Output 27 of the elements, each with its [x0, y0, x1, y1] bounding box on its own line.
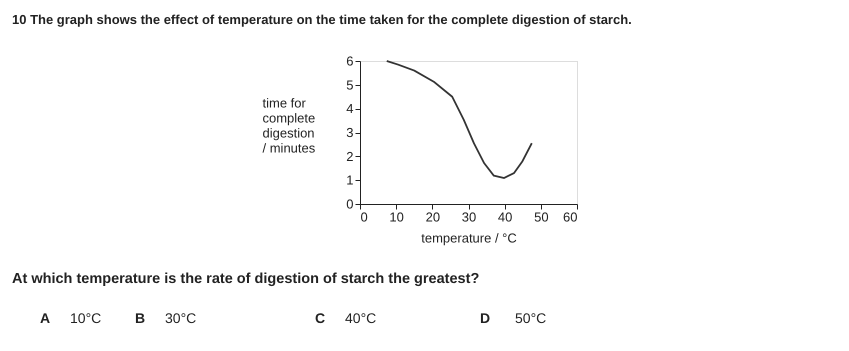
- x-tick-label: 40: [498, 210, 512, 224]
- y-tick-label: 0: [346, 196, 354, 212]
- y-axis-title: time for complete digestion / minutes: [262, 96, 316, 156]
- x-tick-label: 50: [534, 210, 549, 224]
- x-tick-label: 10: [389, 210, 404, 224]
- x-tick-label: 20: [426, 210, 440, 224]
- text: C: [315, 310, 326, 326]
- text: 50°C: [515, 310, 546, 326]
- text: 30°C: [165, 310, 196, 326]
- x-tick-label: 60: [563, 210, 578, 224]
- text: 40°C: [345, 310, 376, 326]
- y-tick-label: 6: [346, 54, 354, 68]
- line-series: [386, 60, 533, 179]
- text: A: [40, 310, 50, 326]
- chart-title: 10 The graph shows the effect of temperature on the time taken for the complete digestion of starch.: [12, 12, 632, 27]
- x-tick-label: 0: [360, 210, 368, 224]
- y-tick-label: 3: [346, 125, 354, 140]
- y-tick-label: 2: [346, 148, 354, 164]
- x-tick-label: 30: [462, 210, 476, 224]
- y-tick-label: 5: [346, 77, 354, 92]
- text: D: [480, 310, 490, 326]
- y-tick-label: 1: [346, 172, 354, 188]
- x-axis-title: temperature / °C: [421, 230, 517, 246]
- y-tick-label: 4: [346, 101, 354, 116]
- text: B: [135, 310, 146, 326]
- text: At which temperature is the rate of digestion of starch the greatest?: [12, 271, 480, 287]
- text: 10°C: [70, 310, 102, 326]
